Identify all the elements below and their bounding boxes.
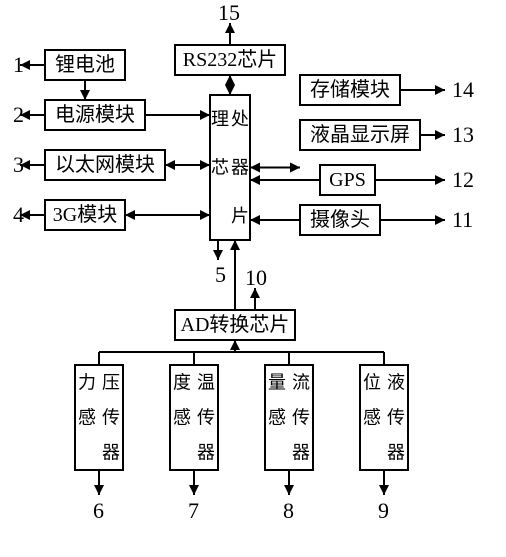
svg-text:度: 度 bbox=[173, 373, 191, 393]
svg-text:量: 量 bbox=[268, 373, 286, 393]
ref-num-14: 14 bbox=[452, 77, 474, 102]
svg-text:传: 传 bbox=[387, 408, 405, 428]
svg-text:器: 器 bbox=[102, 443, 120, 463]
ref-num-11: 11 bbox=[452, 207, 473, 232]
label-n10: AD转换芯片 bbox=[181, 313, 290, 336]
label-n12: GPS bbox=[329, 169, 366, 191]
label-n1: 锂电池 bbox=[55, 53, 115, 76]
svg-text:感: 感 bbox=[78, 408, 96, 428]
svg-text:传: 传 bbox=[197, 408, 215, 428]
svg-text:感: 感 bbox=[363, 408, 381, 428]
ref-num-8: 8 bbox=[283, 498, 294, 523]
ref-num-13: 13 bbox=[452, 122, 474, 147]
ref-num-10: 10 bbox=[245, 265, 267, 290]
svg-text:液: 液 bbox=[387, 373, 405, 393]
ref-num-6: 6 bbox=[93, 498, 104, 523]
svg-text:温: 温 bbox=[197, 373, 215, 393]
ref-num-3: 3 bbox=[13, 152, 24, 177]
svg-text:片: 片 bbox=[231, 206, 249, 226]
svg-text:传: 传 bbox=[292, 408, 310, 428]
svg-text:感: 感 bbox=[268, 408, 286, 428]
label-n11: 摄像头 bbox=[310, 208, 370, 231]
svg-text:器: 器 bbox=[387, 443, 405, 463]
svg-text:器: 器 bbox=[231, 158, 249, 178]
ref-num-9: 9 bbox=[378, 498, 389, 523]
ref-num-5: 5 bbox=[215, 262, 226, 287]
label-n4: 3G模块 bbox=[53, 203, 117, 226]
svg-text:流: 流 bbox=[292, 373, 310, 393]
ref-num-12: 12 bbox=[452, 167, 474, 192]
svg-text:器: 器 bbox=[197, 443, 215, 463]
label-n15: RS232芯片 bbox=[183, 48, 277, 71]
svg-text:力: 力 bbox=[78, 373, 96, 393]
label-n3: 以太网模块 bbox=[55, 153, 155, 176]
ref-num-2: 2 bbox=[13, 102, 24, 127]
svg-text:芯: 芯 bbox=[211, 158, 229, 178]
label-n14: 存储模块 bbox=[310, 78, 390, 101]
ref-num-7: 7 bbox=[188, 498, 199, 523]
label-n13: 液晶显示屏 bbox=[310, 123, 410, 146]
svg-text:位: 位 bbox=[363, 373, 381, 393]
svg-text:处: 处 bbox=[231, 109, 249, 129]
block-diagram: 123451514131211106789锂电池电源模块以太网模块3G模块处理器… bbox=[0, 0, 506, 557]
svg-text:感: 感 bbox=[173, 408, 191, 428]
svg-text:理: 理 bbox=[211, 109, 229, 129]
ref-num-1: 1 bbox=[13, 52, 24, 77]
svg-text:传: 传 bbox=[102, 408, 120, 428]
ref-num-4: 4 bbox=[13, 202, 24, 227]
svg-text:器: 器 bbox=[292, 443, 310, 463]
ref-num-15: 15 bbox=[218, 0, 240, 25]
svg-text:压: 压 bbox=[102, 373, 120, 393]
label-n2: 电源模块 bbox=[55, 103, 135, 126]
